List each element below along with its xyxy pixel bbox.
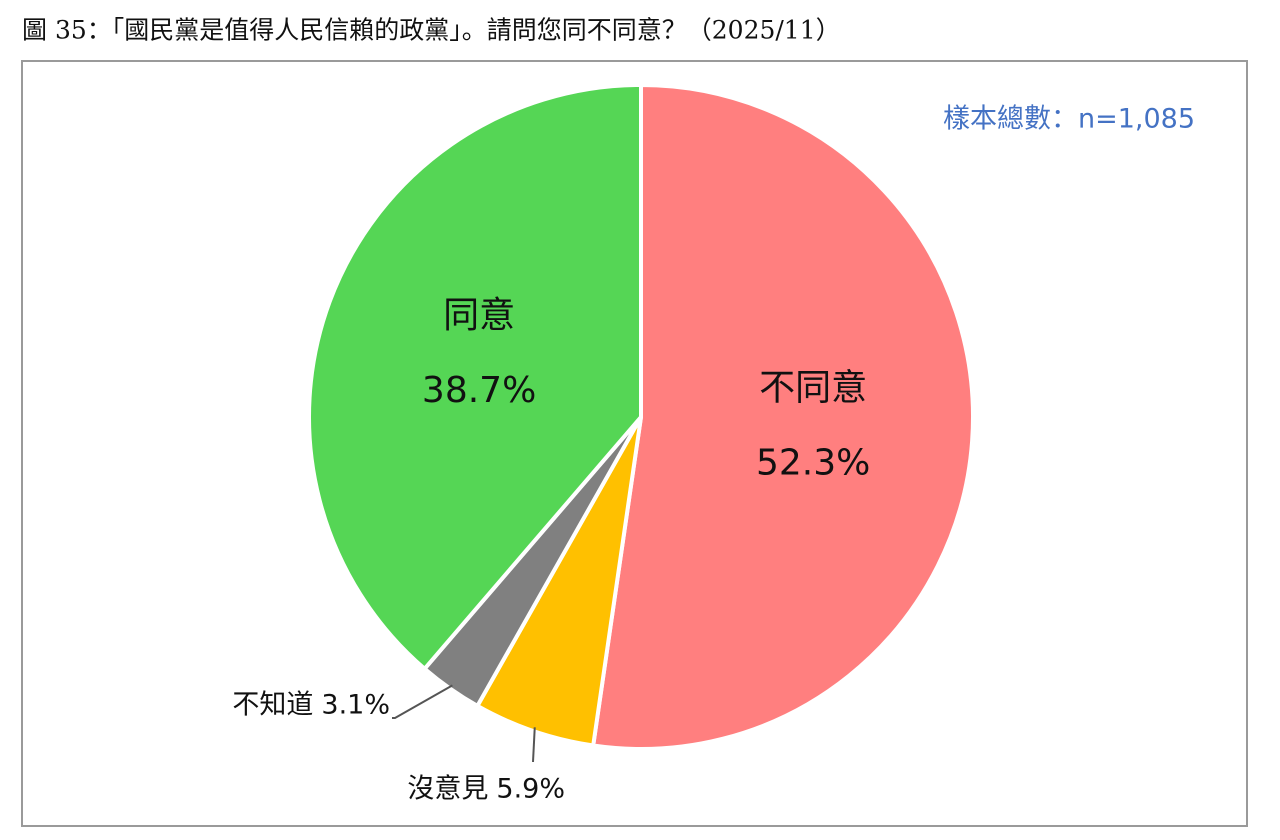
leader-line bbox=[532, 727, 536, 763]
data-label: 38.7% bbox=[422, 370, 536, 411]
slice-label: 沒意見 bbox=[407, 774, 488, 805]
pie-slice bbox=[590, 82, 975, 751]
data-label: 3.1% bbox=[321, 690, 390, 721]
chart-frame bbox=[21, 60, 1248, 827]
slice-label: 不同意 bbox=[759, 367, 867, 408]
data-label: 52.3% bbox=[756, 442, 870, 483]
pie-slice bbox=[307, 82, 643, 672]
leader-line bbox=[392, 684, 453, 719]
sample-size: 樣本總數：n=1,085 bbox=[943, 104, 1195, 135]
chart-title: 圖 35：「國民黨是值得人民信賴的政黨」。請問您同不同意？（2025/11） bbox=[22, 16, 841, 45]
pie-slice bbox=[474, 416, 643, 748]
slice-label: 不知道 bbox=[232, 690, 313, 721]
slice-label: 同意 bbox=[443, 295, 515, 336]
data-label: 5.9% bbox=[496, 774, 565, 805]
